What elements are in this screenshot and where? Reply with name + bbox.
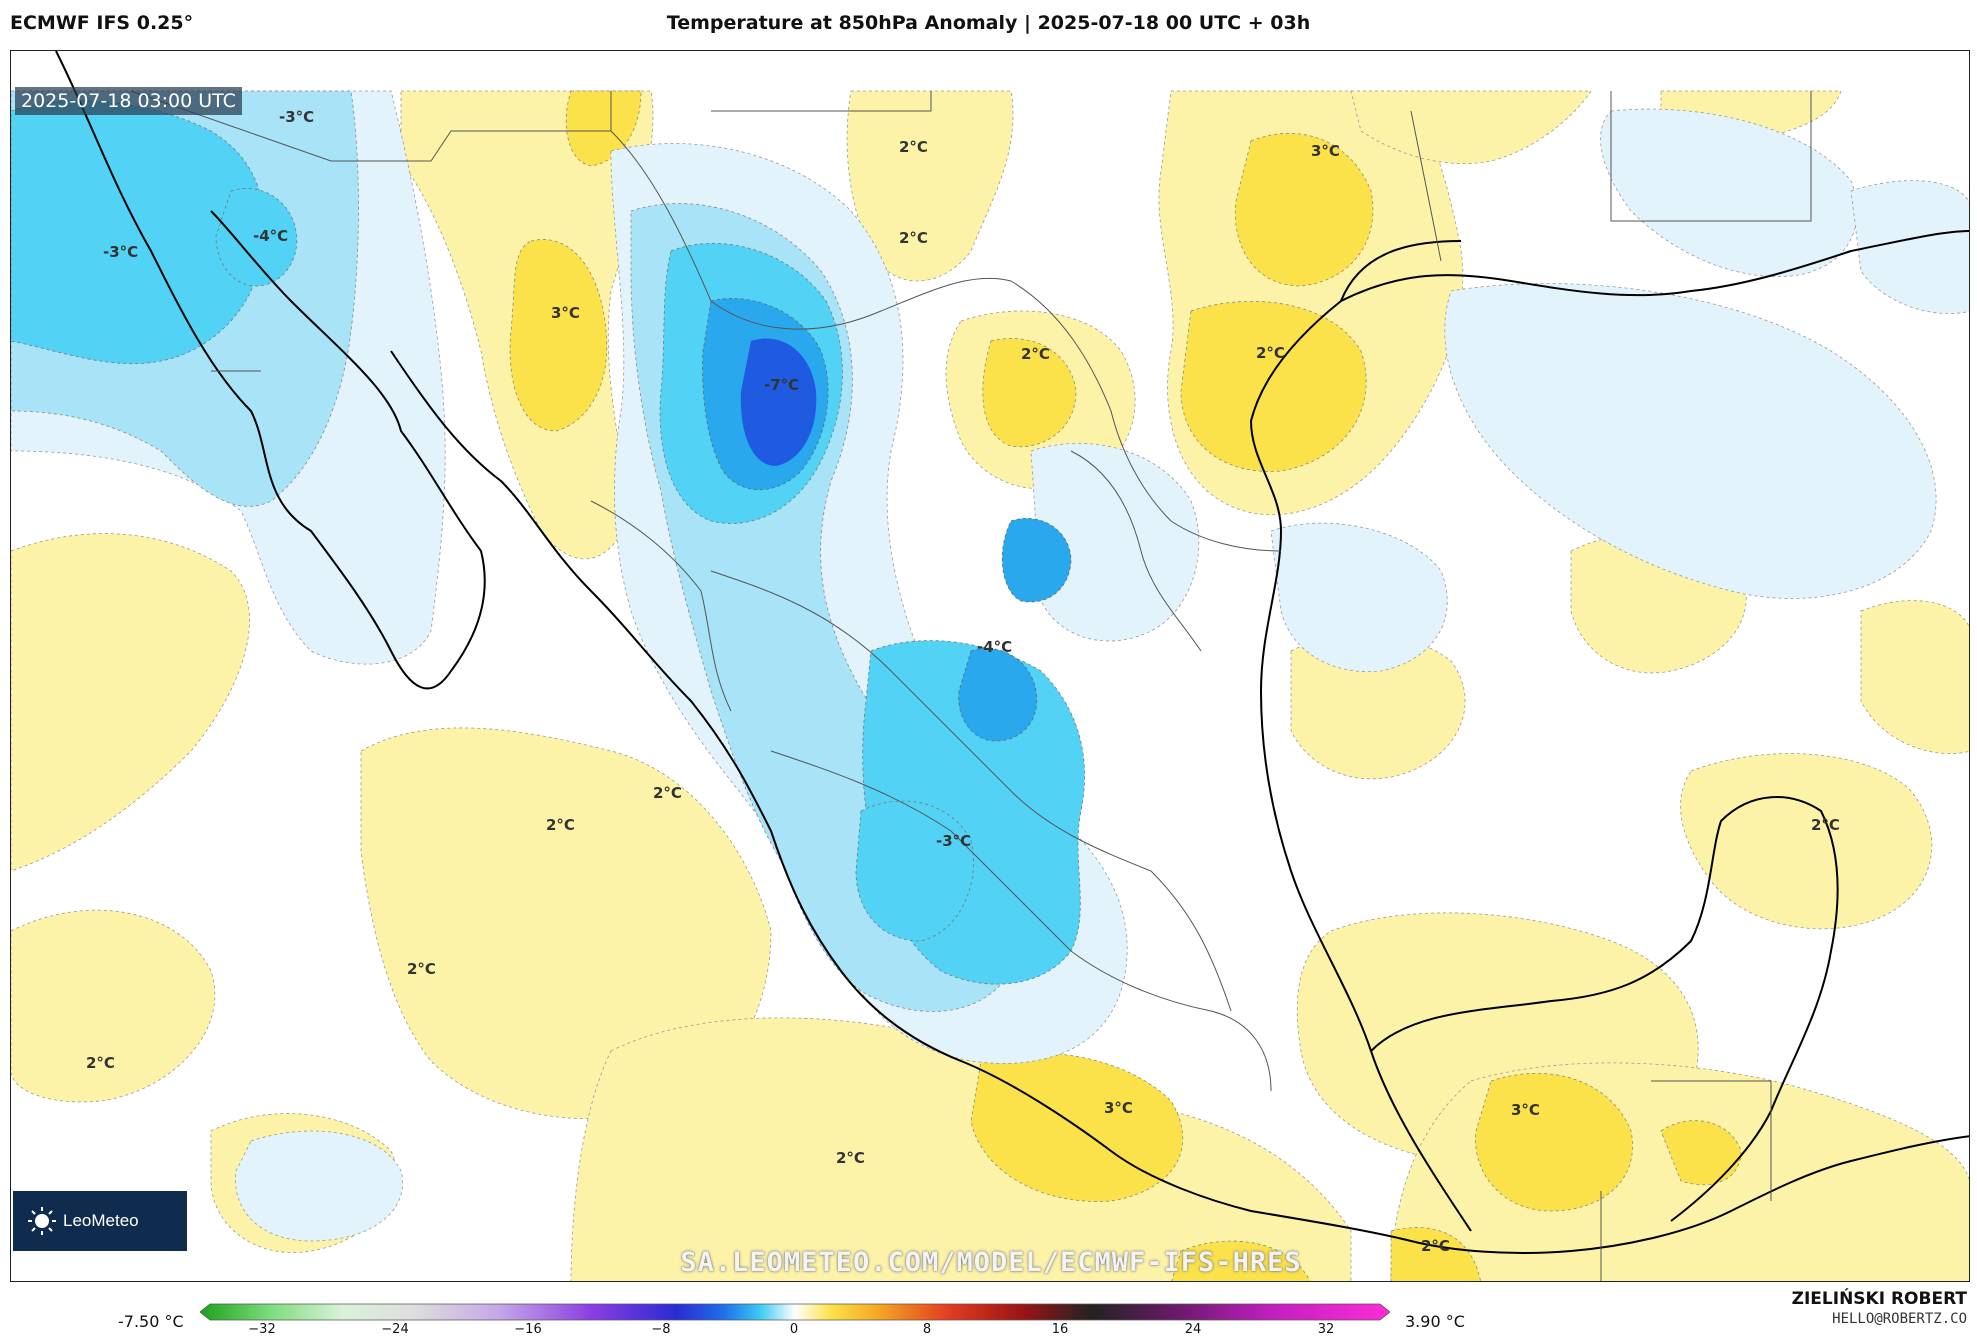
colorbar-tick: −24 [381, 1322, 409, 1337]
contour-label: 2°C [86, 1054, 115, 1072]
colorbar [200, 1303, 1390, 1321]
contour-label: 2°C [1811, 816, 1840, 834]
contour-label: 2°C [899, 229, 928, 247]
website-watermark: SA.LEOMETEO.COM/MODEL/ECMWF-IFS-HRES [680, 1247, 1302, 1278]
state-borders [130, 90, 1812, 1281]
contour-label: -3°C [103, 243, 138, 261]
author-contact: HELLO@ROBERTZ.CO [1832, 1311, 1967, 1327]
contour-label: 2°C [546, 816, 575, 834]
contour-label: 2°C [407, 960, 436, 978]
colorbar-tick: −8 [651, 1322, 671, 1337]
map-frame: -3°C -4°C -3°C 3°C -7°C 2°C 2°C 2°C 3°C … [10, 50, 1970, 1282]
deep-cold-core [740, 338, 817, 466]
sun-icon [28, 1207, 56, 1235]
map-title: Temperature at 850hPa Anomaly | 2025-07-… [666, 12, 1311, 34]
contour-label: 2°C [1256, 344, 1285, 362]
contour-label: -3°C [936, 832, 971, 850]
colorbar-tick: 8 [922, 1322, 932, 1337]
leometeo-logo: LeoMeteo [13, 1191, 187, 1251]
contour-label: 2°C [836, 1149, 865, 1167]
contour-label: 2°C [899, 138, 928, 156]
contour-label: 2°C [1421, 1237, 1450, 1255]
colorbar-tick: 16 [1051, 1322, 1069, 1337]
logo-text: LeoMeteo [63, 1211, 139, 1230]
contour-label: -4°C [253, 227, 288, 245]
contour-labels: -3°C -4°C -3°C 3°C -7°C 2°C 2°C 2°C 3°C … [86, 108, 1840, 1255]
contour-label: 2°C [653, 784, 682, 802]
colorbar-tick: 0 [789, 1322, 799, 1337]
contour-label: 3°C [1511, 1101, 1540, 1119]
contour-label: -7°C [764, 376, 799, 394]
contour-label: 3°C [1104, 1099, 1133, 1117]
colorbar-tick: −16 [514, 1322, 542, 1337]
contour-label: 2°C [1021, 345, 1050, 363]
contour-label: -4°C [977, 638, 1012, 656]
contour-label: 3°C [1311, 142, 1340, 160]
author-name: ZIELIŃSKI ROBERT [1791, 1289, 1967, 1309]
colorbar-max-label: 3.90 °C [1405, 1312, 1465, 1331]
model-name: ECMWF IFS 0.25° [10, 12, 194, 34]
colorbar-tick: 32 [1317, 1322, 1335, 1337]
contour-label: -3°C [279, 108, 314, 126]
anomaly-map: -3°C -4°C -3°C 3°C -7°C 2°C 2°C 2°C 3°C … [11, 51, 1969, 1281]
valid-time-badge: 2025-07-18 03:00 UTC [15, 87, 242, 115]
contour-label: 3°C [551, 304, 580, 322]
colorbar-tick: 24 [1184, 1322, 1202, 1337]
colorbar-tick: −32 [248, 1322, 276, 1337]
colorbar-min-label: -7.50 °C [118, 1312, 184, 1331]
coastlines [55, 51, 1969, 1254]
